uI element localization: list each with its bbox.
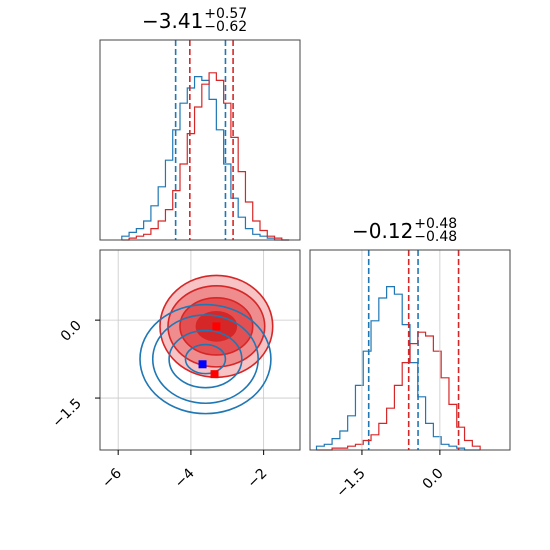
title-upper-error: +0.57 bbox=[204, 6, 248, 22]
axes-frame bbox=[99, 249, 301, 451]
histogram-step bbox=[121, 76, 290, 241]
x-tick-label: −1.5 bbox=[333, 466, 368, 501]
contour-level bbox=[151, 314, 259, 405]
joint-contour-panel: −6 −4 −2 0.0 −1.5 bbox=[49, 249, 301, 492]
marginal-histogram-y: −1.5 0.0 bbox=[309, 249, 511, 501]
y-tick-label: 0.0 bbox=[58, 318, 85, 345]
histogram-step bbox=[316, 331, 481, 451]
title-upper-error: +0.48 bbox=[414, 216, 458, 232]
histogram-step bbox=[315, 286, 481, 451]
contour-level bbox=[168, 329, 243, 389]
axes-frame bbox=[309, 249, 511, 451]
point-marker bbox=[210, 370, 219, 379]
point-marker bbox=[212, 322, 221, 331]
contour-level bbox=[184, 343, 227, 375]
x-tick-label: 0.0 bbox=[420, 466, 447, 493]
y-tick-label: −1.5 bbox=[49, 396, 84, 431]
marginal-x-title: −3.41 +0.57 −0.62 bbox=[142, 6, 248, 35]
axes-frame bbox=[99, 39, 301, 241]
title-lower-error: −0.62 bbox=[204, 19, 248, 35]
title-lower-error: −0.48 bbox=[414, 229, 458, 245]
x-tick-label: −2 bbox=[245, 466, 271, 492]
marginal-histogram-x bbox=[99, 39, 301, 241]
histogram-step bbox=[121, 72, 290, 241]
x-tick-label: −4 bbox=[172, 465, 198, 491]
title-median: −0.12 bbox=[352, 219, 414, 243]
contour-level bbox=[139, 303, 272, 415]
title-median: −3.41 bbox=[142, 9, 204, 33]
point-marker bbox=[198, 360, 207, 369]
x-tick-label: −6 bbox=[99, 465, 125, 491]
marginal-y-title: −0.12 +0.48 −0.48 bbox=[352, 216, 458, 245]
